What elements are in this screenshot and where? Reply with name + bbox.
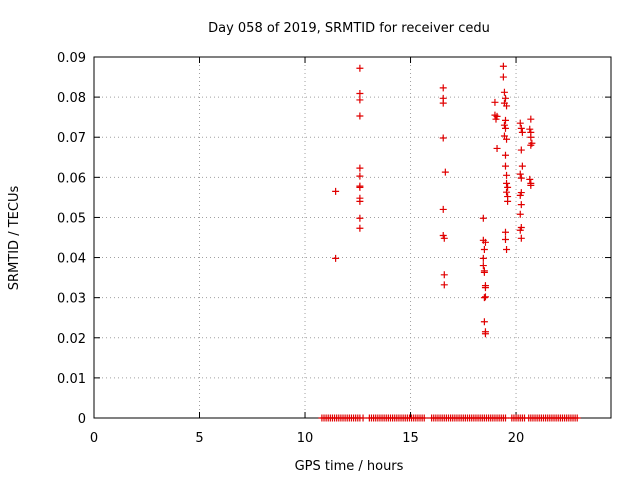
- data-point: [501, 124, 509, 132]
- data-point: [356, 172, 364, 180]
- data-point: [527, 115, 535, 123]
- data-point: [499, 73, 507, 81]
- data-point: [440, 281, 448, 289]
- data-point: [332, 254, 340, 262]
- data-point: [504, 183, 512, 191]
- data-point: [517, 201, 525, 209]
- data-point: [518, 162, 526, 170]
- data-point: [356, 224, 364, 232]
- data-point: [480, 246, 488, 254]
- data-point: [481, 284, 489, 292]
- data-point: [501, 151, 509, 159]
- data-point: [526, 175, 534, 183]
- data-point: [481, 293, 489, 301]
- data-point: [493, 144, 501, 152]
- data-point: [493, 112, 501, 120]
- data-point: [516, 119, 524, 127]
- data-point: [480, 268, 488, 276]
- data-point: [503, 171, 511, 179]
- data-point: [356, 164, 364, 172]
- data-point: [517, 124, 525, 132]
- data-point: [440, 271, 448, 279]
- data-point: [439, 99, 447, 107]
- plot-area-frame: [93, 56, 612, 419]
- y-tick-label: 0.09: [57, 51, 86, 66]
- y-tick-label: 0: [78, 412, 86, 427]
- x-tick-label: 5: [195, 431, 203, 446]
- data-point: [517, 174, 525, 182]
- data-point: [504, 197, 512, 205]
- data-point: [359, 414, 367, 422]
- grid-lines: [94, 57, 611, 418]
- y-tick-label: 0.02: [57, 332, 86, 347]
- y-tick-label: 0.03: [57, 292, 86, 307]
- data-point: [356, 197, 364, 205]
- data-point: [480, 294, 488, 302]
- y-axis-label: SRMTID / TECUs: [7, 186, 22, 291]
- data-point: [501, 228, 509, 236]
- x-tick-label: 15: [402, 431, 419, 446]
- data-point: [527, 181, 535, 189]
- data-point: [503, 179, 511, 187]
- data-point: [439, 205, 447, 213]
- y-tick-label: 0.07: [57, 131, 86, 146]
- data-point: [500, 88, 508, 96]
- data-point: [573, 414, 581, 422]
- y-tick-label: 0.06: [57, 171, 86, 186]
- data-point: [356, 96, 364, 104]
- y-tick-label: 0.05: [57, 211, 86, 226]
- data-point: [479, 214, 487, 222]
- data-point: [527, 133, 535, 141]
- x-tick-label: 10: [297, 431, 314, 446]
- data-point: [439, 84, 447, 92]
- y-tick-label: 0.01: [57, 372, 86, 387]
- data-point: [517, 146, 525, 154]
- data-point: [499, 62, 507, 70]
- data-point: [501, 414, 509, 422]
- data-point: [516, 226, 524, 234]
- x-tick-label: 20: [508, 431, 525, 446]
- data-point: [481, 238, 489, 246]
- x-tick-label: 0: [90, 431, 98, 446]
- data-point: [527, 141, 535, 149]
- y-tick-label: 0.08: [57, 91, 86, 106]
- data-point: [356, 64, 364, 72]
- data-point: [501, 94, 509, 102]
- data-point: [440, 234, 448, 242]
- data-point: [439, 134, 447, 142]
- data-point: [332, 187, 340, 195]
- data-point: [420, 414, 428, 422]
- axis-ticks: 0 0.01 0.02 0.03 0.04 0.05 0.06 0.07 0.08 0.09 0 5 1…: [57, 51, 611, 446]
- data-point: [516, 210, 524, 218]
- data-point: [503, 246, 511, 254]
- y-tick-label: 0.04: [57, 252, 86, 267]
- data-point: [503, 135, 511, 143]
- data-point: [516, 191, 524, 199]
- data-point: [356, 214, 364, 222]
- data-point: [501, 116, 509, 124]
- data-point: [491, 98, 499, 106]
- data-point: [479, 262, 487, 270]
- data-point: [500, 121, 508, 129]
- data-point: [516, 170, 524, 178]
- x-axis-label: GPS time / hours: [295, 459, 404, 474]
- data-point: [356, 90, 364, 98]
- data-point: [356, 183, 364, 191]
- data-point: [441, 168, 449, 176]
- data-point: [526, 125, 534, 133]
- data-point: [480, 318, 488, 326]
- data-point: [479, 254, 487, 262]
- data-point: [518, 128, 526, 136]
- data-point: [356, 112, 364, 120]
- chart-title: Day 058 of 2019, SRMTID for receiver ced…: [208, 21, 490, 36]
- data-point: [501, 162, 509, 170]
- data-point: [503, 102, 511, 110]
- data-point: [501, 236, 509, 244]
- data-point: [481, 330, 489, 338]
- data-point: [517, 234, 525, 242]
- data-points: [318, 62, 581, 422]
- data-point: [503, 188, 511, 196]
